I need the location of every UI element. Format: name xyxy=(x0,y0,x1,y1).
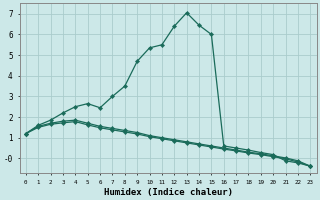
X-axis label: Humidex (Indice chaleur): Humidex (Indice chaleur) xyxy=(104,188,233,197)
